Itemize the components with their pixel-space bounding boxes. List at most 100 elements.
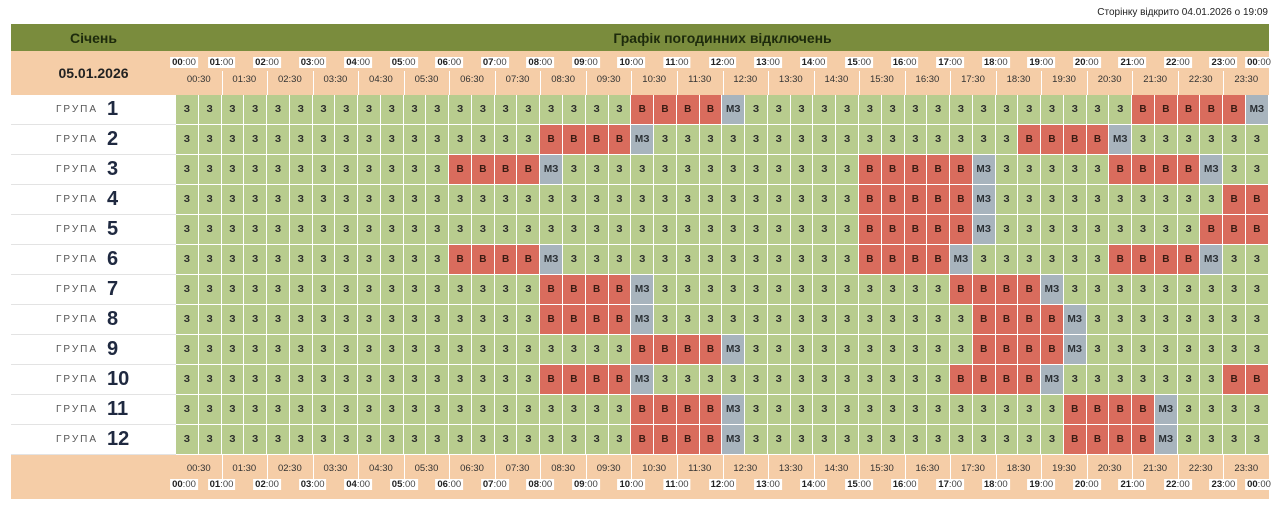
- slot-cell: З: [631, 155, 655, 185]
- slot-cell: З: [722, 185, 746, 215]
- slot-cell: З: [927, 425, 951, 455]
- slot-cell: З: [563, 215, 586, 245]
- slot-cell: З: [1041, 425, 1064, 455]
- slot-cell: В: [1245, 215, 1269, 245]
- half-hour-label: 10:30: [642, 74, 667, 85]
- slot-cell: З: [289, 215, 313, 245]
- slot-cell: З: [176, 155, 199, 185]
- slot-cell: З: [517, 275, 541, 305]
- slot-cell: З: [927, 365, 951, 395]
- slot-cell: З: [221, 305, 245, 335]
- slot-cell: З: [403, 245, 427, 275]
- group-rows: ГРУПА 1 З З З З З З З З З З З З З З З З З З З З В В В В МЗ З З З З З З З З…: [11, 95, 1269, 455]
- slot-cell: В: [1041, 335, 1064, 365]
- slot-cell: З: [1154, 365, 1178, 395]
- hour-label: 12:00: [708, 479, 737, 490]
- half-hour-label: 14:30: [824, 74, 849, 85]
- slot-cell: З: [221, 125, 245, 155]
- slot-cell: З: [1109, 365, 1133, 395]
- slot-cell: З: [221, 185, 245, 215]
- slot-cell: З: [813, 305, 837, 335]
- slot-cell: З: [1245, 125, 1269, 155]
- slot-cell: З: [449, 365, 472, 395]
- hour-label: 04:00: [344, 57, 373, 68]
- slot-cell: З: [449, 425, 472, 455]
- slot-cell: З: [767, 425, 791, 455]
- slot-cell: З: [1041, 245, 1064, 275]
- hour-label: 00:00: [1245, 57, 1273, 68]
- slot-cell: З: [426, 215, 450, 245]
- bottom-timeline: 00:00 01:00 02:00 03:00 04:00 05:00 06:00 07:00…: [170, 455, 1273, 499]
- slot-cell: З: [1177, 125, 1201, 155]
- slot-cell: В: [585, 305, 609, 335]
- slot-cell: МЗ: [1154, 395, 1178, 425]
- slot-cell: З: [471, 335, 495, 365]
- slot-cell: З: [1086, 305, 1110, 335]
- half-hour-label: 01:30: [232, 463, 257, 474]
- slot-cell: З: [1018, 395, 1042, 425]
- slot-cell: З: [312, 335, 336, 365]
- slot-cell: З: [540, 215, 564, 245]
- slot-cell: З: [1223, 305, 1246, 335]
- slot-cell: З: [335, 95, 359, 125]
- hour-label: 05:00: [389, 57, 418, 68]
- hour-label: 05:00: [389, 479, 418, 490]
- slot-cell: В: [1063, 125, 1087, 155]
- hour-label: 19:00: [1027, 479, 1056, 490]
- group-row-8: ГРУПА 8 З З З З З З З З З З З З З З З З В В В В МЗ З З З З З З З З З З З З…: [11, 305, 1269, 335]
- slot-cell: З: [995, 245, 1019, 275]
- slot-cell: З: [654, 365, 677, 395]
- hour-label: 11:00: [663, 479, 691, 490]
- hour-label: 12:00: [708, 57, 737, 68]
- slot-cell: З: [676, 245, 700, 275]
- slot-cell: З: [836, 155, 859, 185]
- slot-cell: З: [1086, 335, 1110, 365]
- slot-cell: З: [221, 275, 245, 305]
- slot-cell: З: [836, 305, 859, 335]
- slot-cell: З: [1223, 125, 1246, 155]
- slot-cell: З: [1018, 185, 1042, 215]
- slot-cell: З: [767, 275, 791, 305]
- slot-cell: З: [1177, 215, 1201, 245]
- slot-cell: З: [745, 245, 768, 275]
- half-hour-label: 03:30: [323, 463, 348, 474]
- slot-cell: З: [426, 305, 450, 335]
- slot-cell: В: [654, 95, 677, 125]
- slot-cell: З: [858, 365, 882, 395]
- slot-cell: З: [380, 395, 404, 425]
- slot-cell: З: [699, 125, 723, 155]
- slot-cell: З: [1109, 215, 1133, 245]
- slot-cell: В: [858, 245, 882, 275]
- slot-cell: З: [972, 245, 996, 275]
- slot-cell: МЗ: [540, 155, 564, 185]
- slot-cell: З: [471, 95, 495, 125]
- group-number: 7: [107, 278, 119, 300]
- slot-cell: В: [1086, 425, 1110, 455]
- slot-cell: З: [494, 335, 518, 365]
- slot-cell: З: [1245, 425, 1269, 455]
- slot-cell: З: [858, 305, 882, 335]
- slot-cell: З: [790, 215, 814, 245]
- slot-cell: В: [1018, 305, 1042, 335]
- slot-cell: З: [426, 425, 450, 455]
- half-hour-label: 18:30: [1006, 74, 1031, 85]
- group-number: 2: [107, 128, 119, 150]
- slot-cell: З: [494, 125, 518, 155]
- slot-cell: З: [722, 305, 746, 335]
- slot-cell: В: [950, 185, 973, 215]
- slot-cell: В: [995, 305, 1019, 335]
- slot-cell: З: [676, 155, 700, 185]
- slot-cell: З: [1154, 275, 1178, 305]
- slot-cell: З: [358, 395, 381, 425]
- slot-cell: В: [494, 155, 518, 185]
- slot-cell: З: [1154, 185, 1178, 215]
- slot-cell: В: [1132, 395, 1155, 425]
- slot-cell: З: [358, 305, 381, 335]
- slot-cell: З: [585, 215, 609, 245]
- slot-cell: З: [449, 275, 472, 305]
- group-row-1: ГРУПА 1 З З З З З З З З З З З З З З З З З З З З В В В В МЗ З З З З З З З З…: [11, 95, 1269, 125]
- half-hour-label: 15:30: [870, 74, 894, 85]
- slot-cell: В: [585, 365, 609, 395]
- slot-cell: З: [767, 185, 791, 215]
- slot-cell: З: [745, 425, 768, 455]
